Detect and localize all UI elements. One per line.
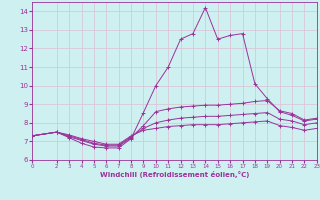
X-axis label: Windchill (Refroidissement éolien,°C): Windchill (Refroidissement éolien,°C) bbox=[100, 171, 249, 178]
